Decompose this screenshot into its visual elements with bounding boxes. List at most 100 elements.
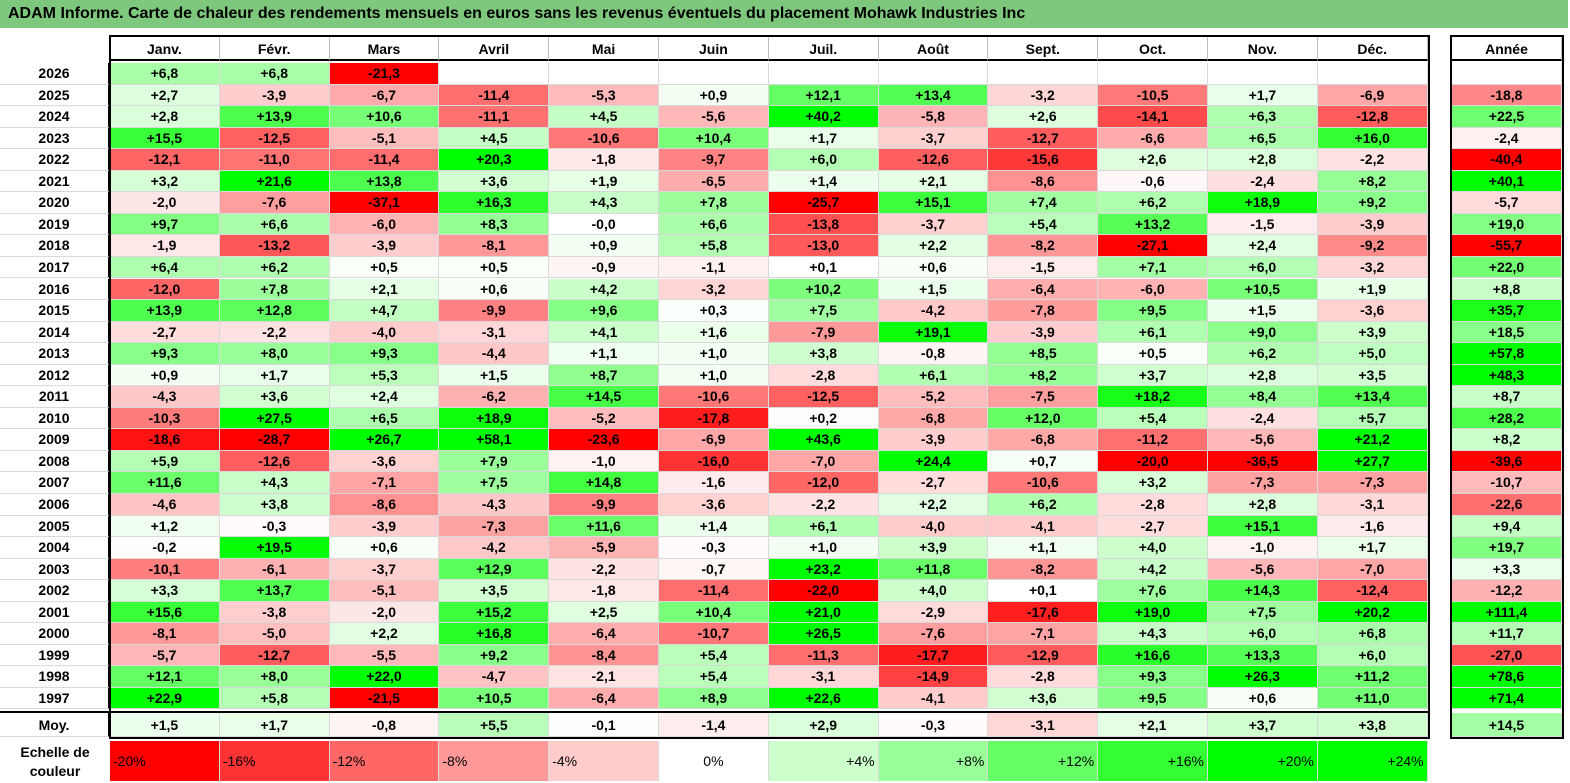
heatmap-cell: -1,1 xyxy=(659,256,769,279)
heatmap-cell: -3,1 xyxy=(768,666,879,688)
heatmap-cell: -5,3 xyxy=(549,84,659,107)
color-scale-step: +8% xyxy=(878,741,989,781)
year-total-cell: -5,7 xyxy=(1452,192,1562,214)
heatmap-cell: -21,3 xyxy=(329,63,440,85)
heatmap-cell: -3,7 xyxy=(329,558,440,581)
chart-title: ADAM Informe. Carte de chaleur des rende… xyxy=(0,0,1568,28)
heatmap-cell: +0,5 xyxy=(439,256,550,279)
average-cell: +2,1 xyxy=(1098,712,1208,737)
heatmap-cell: +1,0 xyxy=(659,364,769,387)
heatmap-cell: +4,1 xyxy=(549,321,659,344)
heatmap-cell: +4,0 xyxy=(878,580,989,602)
heatmap-cell: -6,2 xyxy=(439,386,550,408)
heatmap-cell: -2,0 xyxy=(110,192,220,214)
heatmap-cell: +26,5 xyxy=(768,623,879,645)
year-total-cell: +78,6 xyxy=(1452,666,1562,688)
column-header: Sept. xyxy=(988,37,1099,61)
heatmap-cell: -2,7 xyxy=(110,321,220,344)
heatmap-cell: -5,2 xyxy=(878,386,989,408)
heatmap-cell: +12,1 xyxy=(110,666,220,688)
average-cell: +1,5 xyxy=(110,712,220,737)
color-scale-step: +4% xyxy=(768,741,879,781)
heatmap-cell: +6,2 xyxy=(1098,192,1208,214)
heatmap-cell: -5,0 xyxy=(219,623,330,645)
heatmap-cell: -12,5 xyxy=(219,127,330,150)
heatmap-cell: -1,9 xyxy=(110,235,220,257)
heatmap-cell: +1,2 xyxy=(110,515,220,538)
heatmap-cell: +13,4 xyxy=(878,84,989,107)
heatmap-cell: +21,2 xyxy=(1317,429,1428,451)
heatmap-cell: +3,6 xyxy=(219,386,330,408)
average-cell: -0,1 xyxy=(549,712,659,737)
heatmap-cell: +7,5 xyxy=(1208,601,1318,624)
row-label: 2014 xyxy=(0,321,110,344)
heatmap-cell: +10,4 xyxy=(659,127,769,150)
heatmap-cell: +40,2 xyxy=(768,106,879,128)
heatmap-cell: -10,6 xyxy=(549,127,659,150)
heatmap-cell: -5,6 xyxy=(659,106,769,128)
heatmap-cell: +6,0 xyxy=(1317,644,1428,667)
heatmap-cell: +14,3 xyxy=(1208,580,1318,602)
year-total-cell: -39,6 xyxy=(1452,450,1562,473)
heatmap-cell: -0,2 xyxy=(110,537,220,559)
heatmap-cell: +3,2 xyxy=(1098,472,1208,494)
heatmap-cell: +3,8 xyxy=(219,494,330,516)
heatmap-cell: -2,4 xyxy=(1208,170,1318,193)
heatmap-cell: -4,7 xyxy=(439,666,550,688)
year-total-cell: +19,7 xyxy=(1452,537,1562,559)
heatmap-cell: -14,9 xyxy=(878,666,989,688)
heatmap-cell: -1,8 xyxy=(549,149,659,171)
heatmap-cell: -2,0 xyxy=(329,601,440,624)
year-total-cell: +18,5 xyxy=(1452,321,1562,344)
heatmap-cell: +6,4 xyxy=(110,256,220,279)
color-scale-step: 0% xyxy=(659,741,769,781)
scale-label: Echelle de couleur xyxy=(0,741,110,781)
heatmap-cell: -4,3 xyxy=(439,494,550,516)
heatmap-cell: -7,3 xyxy=(1208,472,1318,494)
heatmap-cell: -9,9 xyxy=(439,300,550,322)
heatmap-cell: +4,3 xyxy=(549,192,659,214)
color-scale-step: +24% xyxy=(1317,741,1428,781)
heatmap-cell: +5,8 xyxy=(659,235,769,257)
row-label: 2018 xyxy=(0,235,110,257)
heatmap-cell: +4,7 xyxy=(329,300,440,322)
year-total-cell: -18,8 xyxy=(1452,84,1562,107)
heatmap-cell: -12,6 xyxy=(878,149,989,171)
heatmap-cell: -3,9 xyxy=(329,515,440,538)
heatmap-cell: +43,6 xyxy=(768,429,879,451)
heatmap-cell: +12,8 xyxy=(219,300,330,322)
heatmap-cell: -0,3 xyxy=(659,537,769,559)
heatmap-cell: +7,1 xyxy=(1098,256,1208,279)
heatmap-cell: +23,2 xyxy=(768,558,879,581)
heatmap-cell: -1,0 xyxy=(1208,537,1318,559)
heatmap-cell: +9,5 xyxy=(1098,687,1208,710)
heatmap-cell: +1,9 xyxy=(549,170,659,193)
heatmap-cell: -8,4 xyxy=(549,644,659,667)
heatmap-cell: +15,1 xyxy=(1208,515,1318,538)
heatmap-cell: -2,8 xyxy=(1098,494,1208,516)
heatmap-cell: +16,8 xyxy=(439,623,550,645)
heatmap-cell: -5,1 xyxy=(329,127,440,150)
heatmap-cell: +1,7 xyxy=(219,364,330,387)
column-header: Juil. xyxy=(768,37,879,61)
heatmap-cell: +2,1 xyxy=(329,278,440,301)
average-cell: +3,8 xyxy=(1317,712,1428,737)
heatmap-cell: -2,1 xyxy=(549,666,659,688)
heatmap-cell: +6,1 xyxy=(878,364,989,387)
heatmap-cell: -16,0 xyxy=(659,450,769,473)
heatmap-cell xyxy=(988,63,1099,85)
heatmap-cell: +6,1 xyxy=(768,515,879,538)
heatmap-cell: +2,6 xyxy=(1098,149,1208,171)
heatmap-cell: -7,0 xyxy=(1317,558,1428,581)
heatmap-cell: -12,9 xyxy=(988,644,1099,667)
heatmap-cell: -10,3 xyxy=(110,407,220,430)
year-total-cell: -12,2 xyxy=(1452,580,1562,602)
heatmap-cell: -1,5 xyxy=(988,256,1099,279)
heatmap-cell: +2,2 xyxy=(329,623,440,645)
heatmap-cell: -2,2 xyxy=(219,321,330,344)
heatmap-cell: -12,5 xyxy=(768,386,879,408)
heatmap-cell: +15,2 xyxy=(439,601,550,624)
heatmap-cell: +16,6 xyxy=(1098,644,1208,667)
heatmap-cell: -10,7 xyxy=(659,623,769,645)
heatmap-cell: +18,9 xyxy=(439,407,550,430)
